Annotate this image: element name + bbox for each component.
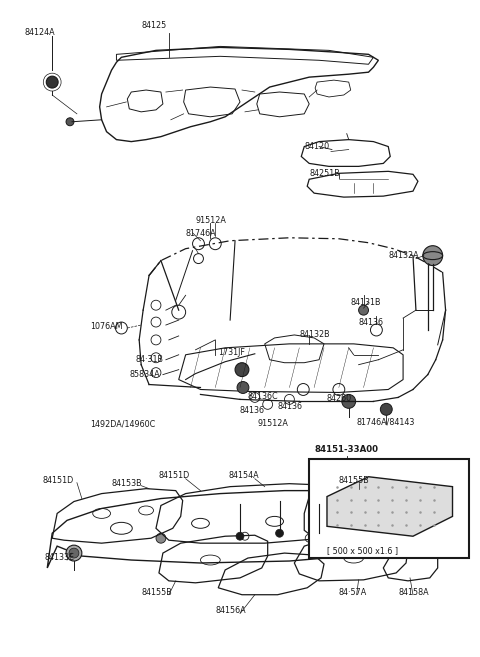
Text: 84133E: 84133E [44,553,74,562]
Text: 84151-33A00: 84151-33A00 [314,445,378,454]
Circle shape [69,548,79,558]
Text: 81746A/84143: 81746A/84143 [357,417,415,426]
Circle shape [380,403,392,415]
Text: [ 500 x 500 x1.6 ]: [ 500 x 500 x1.6 ] [327,546,398,555]
Text: 84156A: 84156A [216,606,246,615]
Circle shape [342,394,356,408]
Circle shape [156,533,166,543]
Text: 84260: 84260 [327,394,352,403]
Ellipse shape [423,252,443,260]
Circle shape [237,382,249,394]
Bar [309,459,469,558]
Text: 84131B: 84131B [351,298,381,307]
Text: 91512A: 91512A [195,216,227,225]
Text: 84154A: 84154A [228,471,259,480]
Text: 84251B: 84251B [309,170,340,178]
Text: 84·31B: 84·31B [135,355,163,364]
Text: 84132B: 84132B [300,330,330,339]
Circle shape [66,118,74,125]
Text: 84151D: 84151D [159,471,190,480]
Circle shape [236,532,244,540]
Text: 84125: 84125 [141,20,167,30]
Text: 1731JF: 1731JF [218,348,245,357]
Text: 84136: 84136 [359,318,384,327]
Circle shape [46,76,58,88]
Text: 84158A: 84158A [398,588,429,597]
Text: 84155B: 84155B [141,588,172,597]
Text: 91512A: 91512A [258,419,288,428]
Text: 1076AM: 1076AM [90,322,122,331]
Text: 84136: 84136 [277,402,302,411]
Polygon shape [327,477,453,536]
Text: 84153B: 84153B [111,479,142,487]
Circle shape [359,306,369,315]
Circle shape [276,530,284,537]
Text: 81746A: 81746A [186,229,216,238]
Circle shape [66,545,82,561]
Text: 84136: 84136 [240,406,265,415]
Circle shape [423,246,443,265]
Text: 84136C: 84136C [248,392,278,401]
Text: 85834A: 85834A [129,370,160,378]
Text: 84132A: 84132A [388,251,419,260]
Text: 84·57A: 84·57A [339,588,367,597]
Text: 84151D: 84151D [42,476,73,485]
Circle shape [315,532,323,540]
Text: 84155B: 84155B [339,476,370,485]
Circle shape [235,363,249,376]
Text: 84124A: 84124A [24,28,55,37]
Text: 84120: 84120 [304,142,329,150]
Text: 1492DA/14960C: 1492DA/14960C [90,419,155,428]
